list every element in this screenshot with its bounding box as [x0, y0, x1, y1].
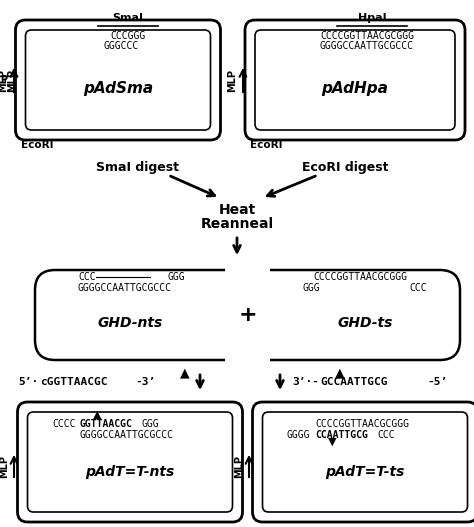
Text: GGG: GGG	[167, 272, 185, 282]
Text: GHD-ts: GHD-ts	[337, 316, 392, 330]
Text: GGG: GGG	[142, 419, 160, 429]
Text: MLP: MLP	[0, 69, 8, 92]
Text: GGGG: GGGG	[287, 430, 310, 440]
Text: MLP: MLP	[0, 455, 9, 479]
Text: +: +	[239, 305, 257, 325]
Text: GCCAATTGCG: GCCAATTGCG	[320, 377, 388, 387]
Text: CCCC: CCCC	[52, 419, 75, 429]
Text: GHD-nts: GHD-nts	[97, 316, 163, 330]
Text: 3’·-: 3’·-	[292, 377, 319, 387]
Text: MLP: MLP	[227, 69, 237, 92]
FancyBboxPatch shape	[18, 402, 243, 522]
Text: SmaI: SmaI	[112, 13, 144, 23]
PathPatch shape	[35, 270, 225, 360]
PathPatch shape	[270, 270, 460, 360]
Text: pAdT=T-ts: pAdT=T-ts	[325, 465, 405, 479]
Text: CCC: CCC	[377, 430, 395, 440]
Text: GGGCCC: GGGCCC	[103, 41, 138, 51]
Text: 5’·: 5’·	[18, 377, 38, 387]
Text: GGGGCCAATTGCGCCC: GGGGCCAATTGCGCCC	[80, 430, 174, 440]
Text: CCAATTGCG: CCAATTGCG	[315, 430, 368, 440]
FancyBboxPatch shape	[27, 412, 233, 512]
Text: EcoRI: EcoRI	[21, 140, 54, 150]
Text: ▲: ▲	[180, 366, 190, 379]
Text: GGG: GGG	[303, 283, 320, 293]
Text: MLP: MLP	[234, 455, 244, 479]
FancyBboxPatch shape	[255, 30, 455, 130]
FancyBboxPatch shape	[26, 30, 210, 130]
Text: CCC: CCC	[410, 283, 427, 293]
Text: MLP: MLP	[0, 75, 8, 85]
Text: -5’: -5’	[427, 377, 447, 387]
Text: ▼: ▼	[328, 437, 336, 447]
Text: -3’: -3’	[135, 377, 155, 387]
Text: GGGGCCAATTGCGCCC: GGGGCCAATTGCGCCC	[78, 283, 172, 293]
Text: GGGGCCAATTGCGCCC: GGGGCCAATTGCGCCC	[320, 41, 414, 51]
Text: pAdSma: pAdSma	[83, 81, 153, 95]
Text: MLP: MLP	[7, 69, 17, 92]
Text: ▲: ▲	[93, 410, 101, 420]
Text: CCCGGG: CCCGGG	[110, 31, 146, 41]
Text: CCCCGGTTAACGCGGG: CCCCGGTTAACGCGGG	[315, 419, 409, 429]
Text: CCCCGGTTAACGCGGG: CCCCGGTTAACGCGGG	[320, 31, 414, 41]
Text: Reanneal: Reanneal	[201, 217, 273, 231]
FancyBboxPatch shape	[263, 412, 467, 512]
Text: SmaI digest: SmaI digest	[97, 161, 180, 174]
Text: EcoRI digest: EcoRI digest	[302, 161, 388, 174]
Text: cGGTTAACGC: cGGTTAACGC	[40, 377, 108, 387]
Text: EcoRI: EcoRI	[250, 140, 283, 150]
Text: CCCCGGTTAACGCGGG: CCCCGGTTAACGCGGG	[313, 272, 407, 282]
Text: HpaI: HpaI	[358, 13, 386, 23]
FancyBboxPatch shape	[253, 402, 474, 522]
Text: ▲: ▲	[335, 366, 345, 379]
FancyBboxPatch shape	[245, 20, 465, 140]
Text: pAdHpa: pAdHpa	[321, 81, 388, 95]
Text: CCC: CCC	[78, 272, 96, 282]
Text: GGTTAACGC: GGTTAACGC	[80, 419, 133, 429]
FancyBboxPatch shape	[16, 20, 220, 140]
Text: Heat: Heat	[219, 203, 255, 217]
Text: pAdT=T-nts: pAdT=T-nts	[85, 465, 174, 479]
